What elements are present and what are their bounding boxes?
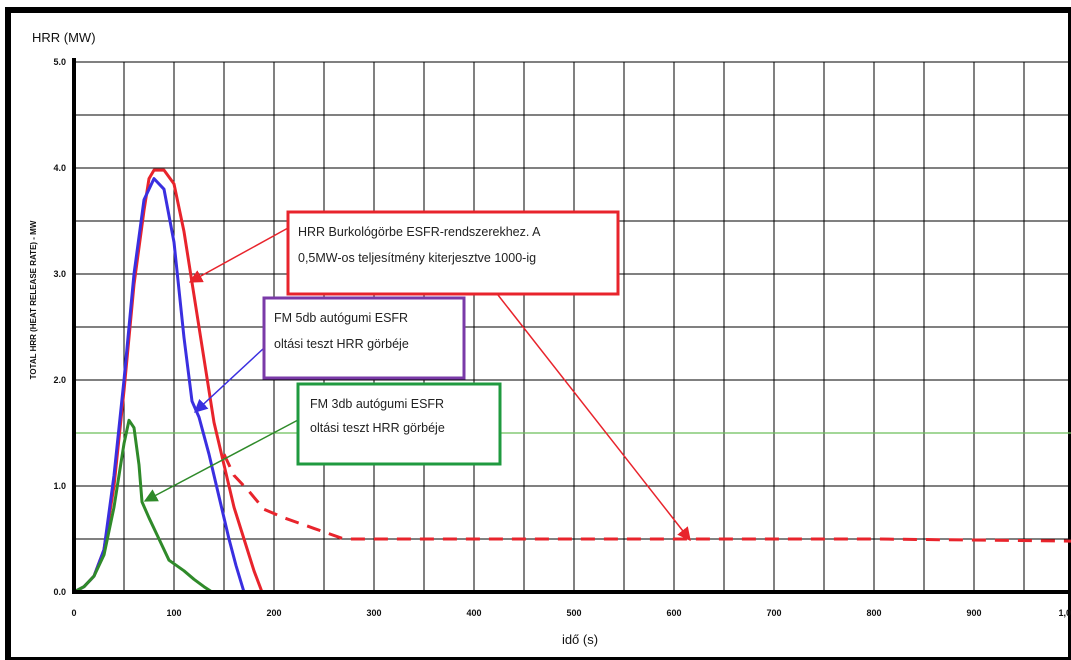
series-line-1 xyxy=(222,453,1071,543)
annotation-5db: FM 5db autógumi ESFR oltási teszt HRR gö… xyxy=(262,296,466,380)
arrow-green-to-curve xyxy=(143,419,299,502)
y-tick-label: 0.0 xyxy=(53,587,66,597)
annotation-5db-box xyxy=(262,296,466,380)
y-tick-label: 4.0 xyxy=(53,163,66,173)
y-axis-title: HRR (MW) xyxy=(32,30,96,45)
annotation-3db-line-2: oltási teszt HRR görbéje xyxy=(310,421,445,435)
x-tick-label: 500 xyxy=(566,608,581,618)
annotation-5db-line-1: FM 5db autógumi ESFR xyxy=(274,311,408,325)
annotation-envelope: HRR Burkológörbe ESFR-rendszerekhez. A 0… xyxy=(286,210,620,296)
x-axis-title: idő (s) xyxy=(562,632,598,647)
x-tick-label: 600 xyxy=(666,608,681,618)
annotation-arrows xyxy=(143,227,691,542)
annotation-envelope-line-1: HRR Burkológörbe ESFR-rendszerekhez. A xyxy=(298,225,541,239)
arrow-red-to-curve xyxy=(188,227,289,283)
axes-group xyxy=(72,58,1071,594)
y-tick-label: 5.0 xyxy=(53,57,66,67)
annotation-envelope-box xyxy=(286,210,620,296)
y-tick-label: 1.0 xyxy=(53,481,66,491)
arrow-blue-to-curve xyxy=(194,347,265,413)
series-group xyxy=(72,168,1071,594)
y-axis-side-label: TOTAL HRR (HEAT RELEASE RATE) - MW xyxy=(29,220,38,379)
x-tick-label: 200 xyxy=(266,608,281,618)
x-tick-label: 900 xyxy=(966,608,981,618)
x-tick-label: 1,0 xyxy=(1058,608,1071,618)
outer-frame xyxy=(5,7,1071,660)
y-tick-label: 2.0 xyxy=(53,375,66,385)
annotation-envelope-line-2: 0,5MW-os teljesítmény kiterjesztve 1000-… xyxy=(298,251,536,265)
x-tick-label: 100 xyxy=(166,608,181,618)
series-line-3 xyxy=(72,418,214,594)
annotation-3db-line-1: FM 3db autógumi ESFR xyxy=(310,397,444,411)
x-tick-label: 300 xyxy=(366,608,381,618)
arrow-red-to-dashed xyxy=(497,294,691,542)
annotation-5db-line-2: oltási teszt HRR görbéje xyxy=(274,337,409,351)
y-tick-label: 3.0 xyxy=(53,269,66,279)
x-tick-label: 0 xyxy=(71,608,76,618)
annotation-3db: FM 3db autógumi ESFR oltási teszt HRR gö… xyxy=(296,382,502,466)
ticks-group: 0 100 200 300 400 500 600 700 800 900 1,0 0.0 1.0 2.0… xyxy=(53,57,1071,618)
x-tick-label: 400 xyxy=(466,608,481,618)
x-tick-label: 700 xyxy=(766,608,781,618)
annotation-3db-box xyxy=(296,382,502,466)
x-tick-label: 800 xyxy=(866,608,881,618)
